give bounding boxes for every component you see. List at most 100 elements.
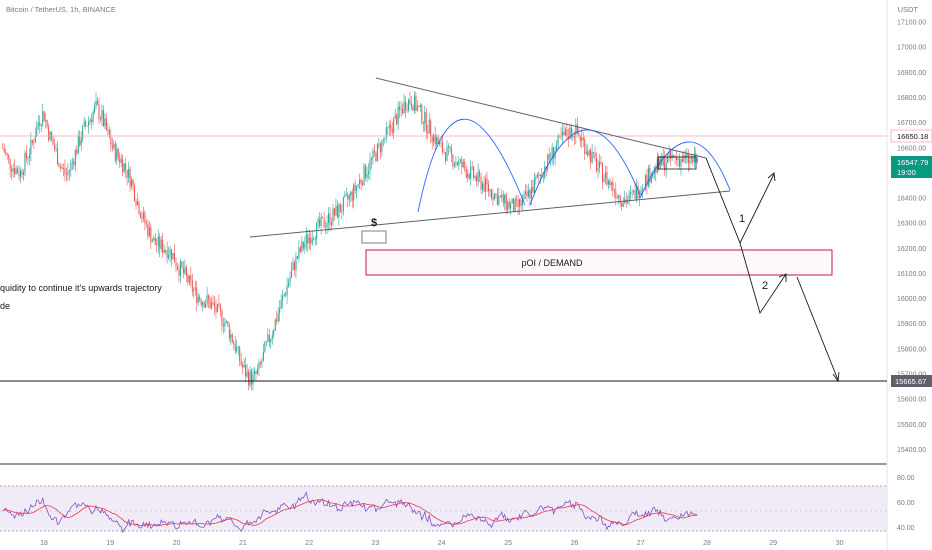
candle-body <box>184 267 186 274</box>
arc-right[interactable] <box>639 141 731 199</box>
candle-body <box>505 194 507 211</box>
candle-body <box>391 128 393 133</box>
candle-body <box>299 247 301 252</box>
symbol-title[interactable]: Bitcoin / TetherUS, 1h, BINANCE <box>6 5 116 14</box>
upper-trendline[interactable] <box>375 77 707 159</box>
candle-body <box>255 371 257 374</box>
candle-body <box>256 368 258 374</box>
candle-body <box>676 157 678 160</box>
candle-body <box>27 158 29 159</box>
candle-body <box>476 176 478 182</box>
demand-zone[interactable] <box>365 249 833 276</box>
candle-body <box>320 216 322 227</box>
currency-unit: USDT <box>897 5 918 14</box>
candle-body <box>166 250 168 258</box>
time-axis[interactable]: 18 19 20 21 22 23 24 25 26 27 28 29 30 <box>40 540 843 547</box>
candle-body <box>422 123 424 125</box>
candle-body <box>376 144 378 161</box>
candle-body <box>569 127 571 140</box>
idea-note-line-1: quidity to continue it's upwards traject… <box>0 283 162 293</box>
candle-body <box>533 178 535 193</box>
candle-body <box>442 142 444 153</box>
candle-body <box>366 174 368 178</box>
arc-left[interactable] <box>417 118 526 213</box>
candle-body <box>76 149 78 154</box>
lower-trendline[interactable] <box>249 190 731 238</box>
candle-body <box>511 198 513 204</box>
candle-body <box>684 155 686 157</box>
candle-body <box>477 171 479 182</box>
candle-body <box>208 295 210 301</box>
candle-body <box>111 145 113 148</box>
candle-body <box>616 197 618 199</box>
candle-body <box>458 160 460 166</box>
candle-body <box>308 237 310 244</box>
price-tick-6: 16000.00 <box>897 296 926 303</box>
candle-body <box>211 302 213 309</box>
candle-body <box>293 262 295 271</box>
candle-body <box>122 159 124 173</box>
candle-body <box>125 163 127 170</box>
candle-body <box>175 262 177 267</box>
price-tick-2: 15600.00 <box>897 397 926 404</box>
time-tick-5: 23 <box>372 540 380 547</box>
time-tick-1: 19 <box>106 540 114 547</box>
candle-body <box>30 140 32 155</box>
candle-body <box>510 203 512 209</box>
candle-body <box>67 172 69 175</box>
price-axis[interactable]: 15400.0015500.0015600.0015700.0015800.00… <box>897 20 926 454</box>
candle-body <box>416 106 418 111</box>
rsi-ma-line[interactable] <box>2 499 698 527</box>
candle-body <box>333 208 335 216</box>
candle-body <box>96 100 99 105</box>
candle-body <box>209 300 211 309</box>
candle-body <box>119 156 121 163</box>
candle-body <box>18 173 20 177</box>
candle-body <box>532 186 534 193</box>
candle-body <box>514 199 516 212</box>
candle-body <box>547 154 549 170</box>
rsi-pane[interactable] <box>0 485 887 532</box>
main-price-pane[interactable] <box>0 0 887 464</box>
candle-body <box>301 241 303 252</box>
candle-body <box>234 344 236 352</box>
candle-body <box>178 269 180 276</box>
consolidation-box[interactable] <box>657 156 697 170</box>
arc-middle[interactable] <box>529 129 641 206</box>
candle-body <box>627 200 629 204</box>
candle-body <box>151 240 153 243</box>
candle-body <box>536 174 538 178</box>
candle-body <box>19 170 22 177</box>
candle-body <box>305 234 307 244</box>
candle-body <box>436 137 438 145</box>
candle-body <box>62 168 64 169</box>
candle-body <box>678 158 681 167</box>
candle-body <box>471 166 473 168</box>
candle-body <box>397 106 399 125</box>
candle-body <box>683 155 685 162</box>
candle-body <box>2 147 4 149</box>
liquidity-box[interactable] <box>361 230 387 244</box>
candle-body <box>483 183 485 192</box>
candle-body <box>633 190 635 192</box>
rsi-line[interactable] <box>2 491 698 534</box>
candle-body <box>665 163 667 171</box>
candle-body <box>357 184 359 187</box>
candle-body <box>110 137 112 146</box>
candle-body <box>553 147 555 159</box>
candle-body <box>311 238 313 244</box>
price-tick-0: 15400.00 <box>897 447 926 454</box>
candle-body <box>621 202 623 207</box>
candle-body <box>126 169 128 178</box>
candle-body <box>425 112 427 132</box>
scenario-2-path[interactable] <box>739 242 840 383</box>
candle-body <box>135 200 137 206</box>
candle-body <box>225 321 227 323</box>
candle-body <box>94 106 96 113</box>
rsi-axis[interactable]: 40.00 60.00 80.00 <box>897 475 915 532</box>
candle-body <box>550 159 552 160</box>
candle-body <box>268 334 270 343</box>
candles-group[interactable] <box>2 91 698 391</box>
candle-body <box>507 202 509 211</box>
